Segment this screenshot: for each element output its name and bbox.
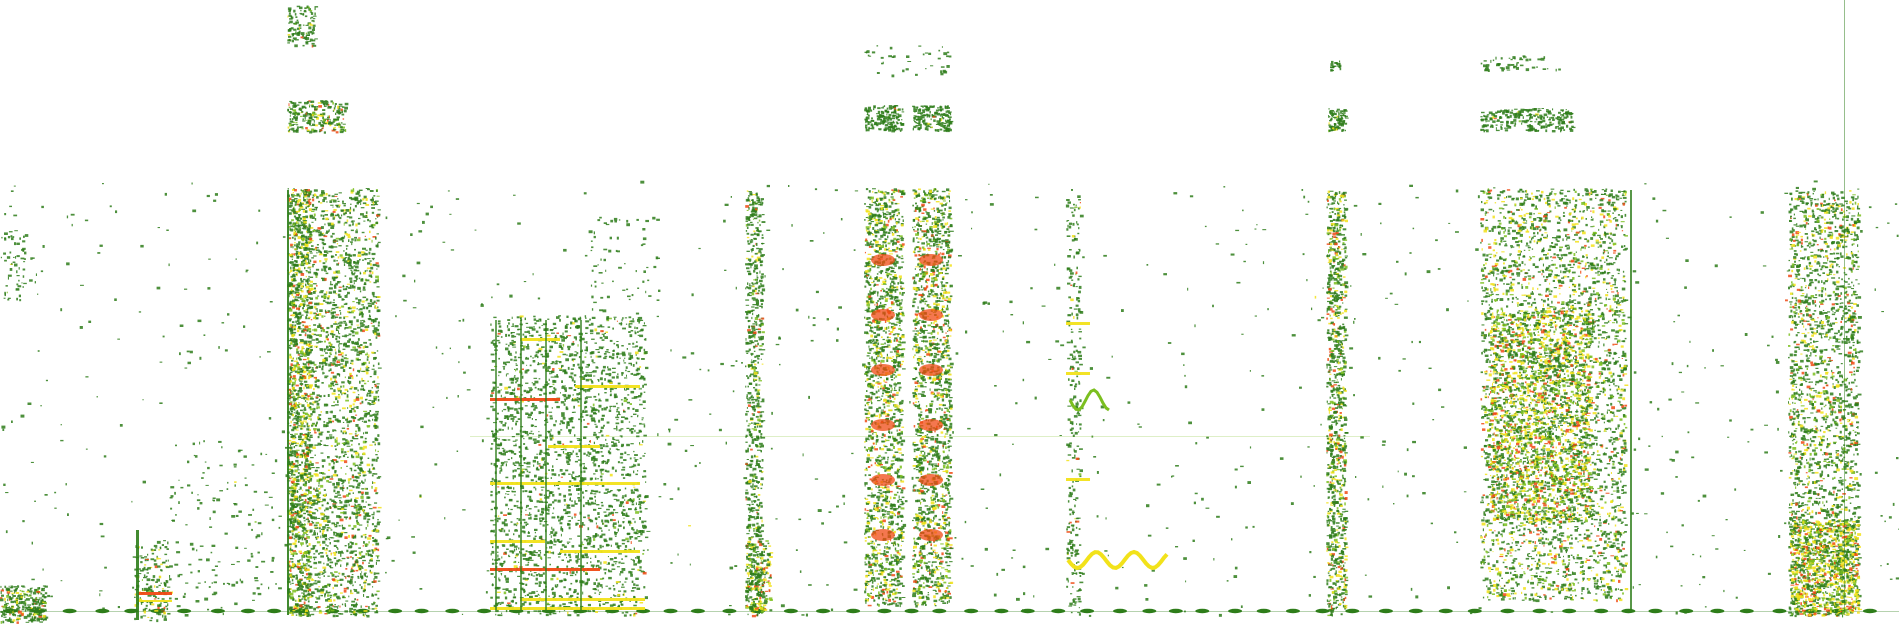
background-noise-layer — [0, 180, 1899, 617]
event-10 — [1788, 0, 1862, 618]
event-9 — [1480, 55, 1632, 610]
sound-events-layer — [0, 0, 1862, 624]
event-6 — [864, 45, 954, 608]
event-8 — [1326, 60, 1349, 617]
event-2 — [134, 440, 282, 623]
baseline-dash-layer — [0, 608, 1899, 614]
event-1 — [0, 230, 49, 624]
event-3 — [287, 5, 382, 618]
event-7 — [1066, 195, 1169, 616]
event-4 — [490, 216, 661, 617]
event-5 — [745, 190, 774, 618]
